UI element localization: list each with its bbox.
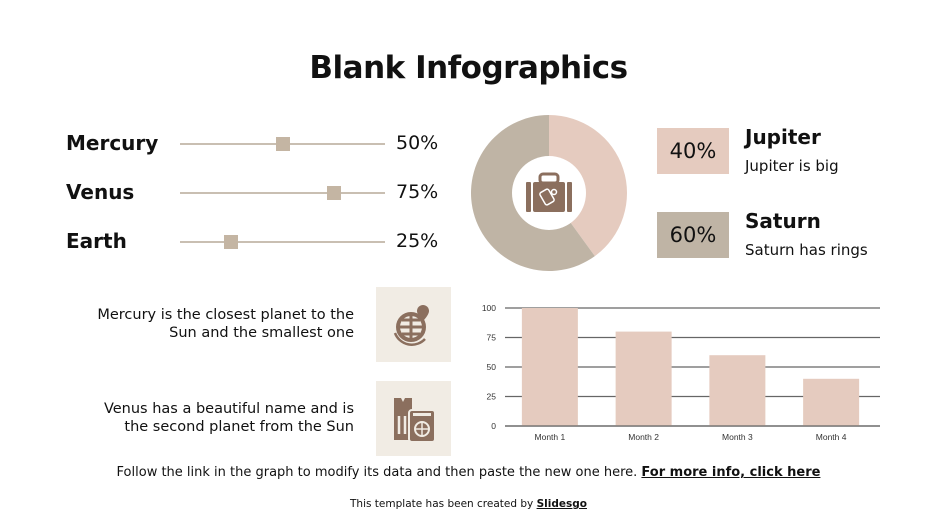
credit-text: This template has been created by: [350, 498, 537, 510]
x-tick-label: Month 4: [816, 432, 847, 442]
bar: [615, 331, 672, 426]
icon-box: [376, 287, 451, 362]
slider-thumb-venus[interactable]: [326, 186, 341, 200]
bar-chart: 0 25 50 75 100 Month 1 Month 2 Month 3 Month 4: [482, 303, 880, 442]
x-tick-label: Month 2: [628, 432, 659, 442]
page-title: Blank Infographics: [309, 50, 628, 86]
slider-value-venus: 75%: [396, 181, 439, 203]
bar: [709, 355, 766, 426]
saturn-title: Saturn: [745, 209, 821, 233]
ticket-passport-icon: [393, 397, 436, 443]
credit: This template has been created by Slides…: [0, 498, 937, 510]
more-info-link[interactable]: For more info, click here: [641, 465, 821, 480]
donut-chart: [471, 115, 627, 271]
text-line: Venus has a beautiful name and is: [103, 401, 354, 417]
jupiter-title: Jupiter: [745, 125, 821, 149]
venus-description: Venus has a beautiful name and is the se…: [34, 400, 354, 436]
slider-track-venus[interactable]: [180, 192, 385, 194]
bar: [803, 378, 860, 426]
y-tick-label: 75: [487, 333, 497, 343]
bar: [521, 308, 578, 426]
y-tick-label: 50: [487, 362, 497, 372]
text-line: Sun and the smallest one: [169, 325, 354, 341]
slider-thumb-mercury[interactable]: [275, 137, 290, 151]
text-line: Mercury is the closest planet to the: [97, 307, 354, 323]
donut-segment-jupiter: [549, 115, 627, 257]
icon-box: [376, 381, 451, 456]
mercury-description: Mercury is the closest planet to the Sun…: [34, 306, 354, 342]
slider-label-earth: Earth: [66, 229, 127, 253]
slider-label-venus: Venus: [66, 180, 135, 204]
saturn-description: Saturn has rings: [745, 241, 868, 259]
slider-label-mercury: Mercury: [66, 131, 159, 155]
y-tick-label: 25: [487, 392, 497, 402]
slider-track-earth[interactable]: [180, 241, 385, 243]
text-line: the second planet from the Sun: [124, 419, 354, 435]
footer-text: Follow the link in the graph to modify i…: [116, 465, 642, 480]
x-tick-label: Month 1: [535, 432, 566, 442]
footer-note: Follow the link in the graph to modify i…: [0, 465, 937, 480]
globe-location-icon: [393, 304, 429, 346]
slider-thumb-earth[interactable]: [224, 235, 239, 249]
jupiter-description: Jupiter is big: [745, 157, 839, 175]
y-tick-label: 0: [491, 421, 496, 431]
slidesgo-link[interactable]: Slidesgo: [536, 498, 587, 510]
jupiter-percent-box: 40%: [657, 128, 729, 174]
slider-value-earth: 25%: [396, 230, 439, 252]
saturn-percent-box: 60%: [657, 212, 729, 258]
y-tick-label: 100: [482, 303, 496, 313]
x-tick-label: Month 3: [722, 432, 753, 442]
suitcase-icon: [526, 172, 572, 212]
slider-value-mercury: 50%: [396, 132, 439, 154]
